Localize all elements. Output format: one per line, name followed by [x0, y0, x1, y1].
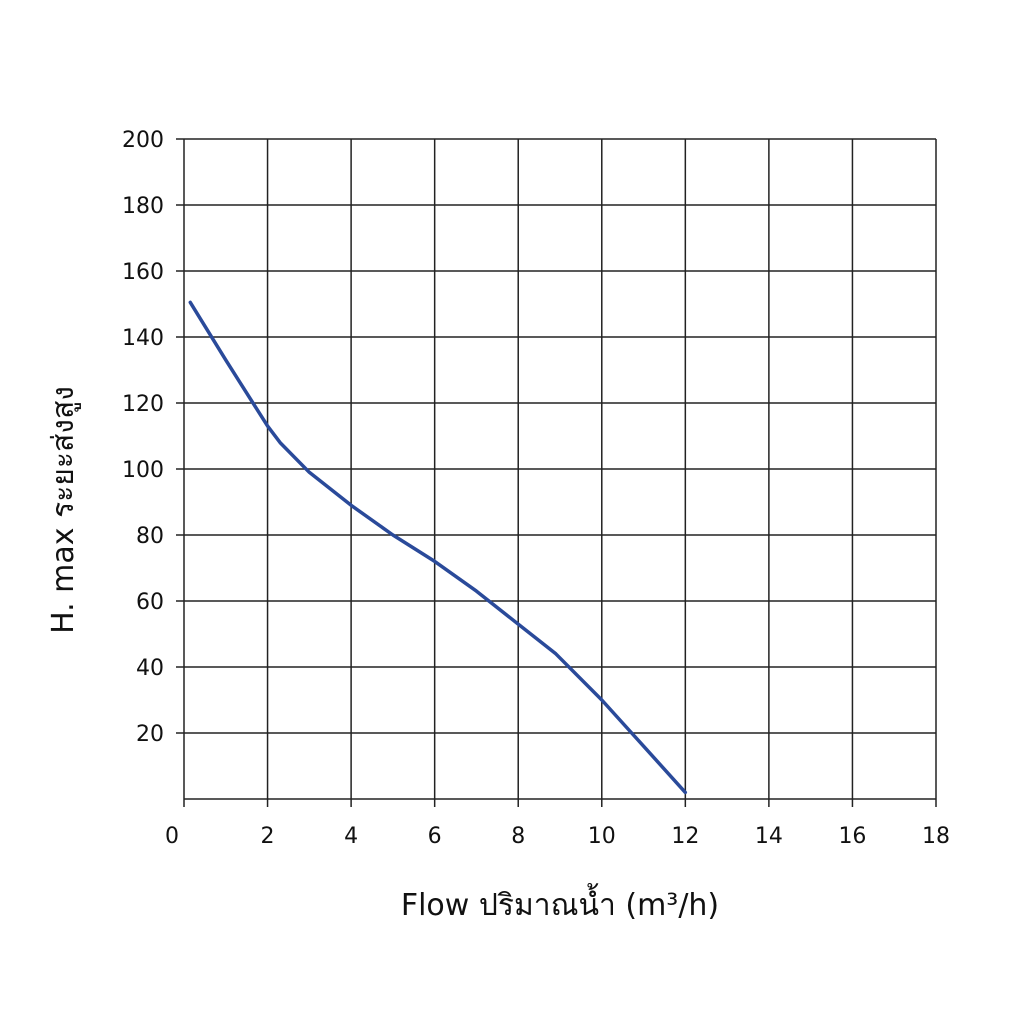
x-tick-label-4: 4: [344, 824, 358, 849]
series-line-0: [188, 300, 688, 795]
y-tick-label-60: 60: [136, 590, 164, 615]
x-tick-label-8: 8: [511, 824, 525, 849]
y-tick-label-120: 120: [122, 392, 164, 417]
x-tick-label-14: 14: [755, 824, 783, 849]
y-tick-labels: 20 40 60 80 100 120 140 160 180 200: [122, 128, 164, 747]
grid-lines: [176, 138, 937, 807]
y-tick-label-40: 40: [136, 656, 164, 681]
y-tick-label-20: 20: [136, 722, 164, 747]
y-axis-title: H. max ระยะส่งสูง: [46, 386, 81, 634]
x-tick-label-6: 6: [428, 824, 442, 849]
x-tick-label-10: 10: [588, 824, 616, 849]
y-tick-label-160: 160: [122, 260, 164, 285]
x-tick-label-16: 16: [838, 824, 866, 849]
y-tick-label-100: 100: [122, 458, 164, 483]
x-tick-label-12: 12: [671, 824, 699, 849]
y-tick-label-180: 180: [122, 194, 164, 219]
y-tick-label-200: 200: [122, 128, 164, 153]
x-tick-labels: 0 2 4 6 8 10 12 14 16 18: [165, 824, 950, 849]
x-tick-label-18: 18: [922, 824, 950, 849]
x-tick-label-0: 0: [165, 824, 179, 849]
x-tick-label-2: 2: [261, 824, 275, 849]
x-axis-title: Flow ปริมาณน้ำ (m³/h): [401, 883, 719, 923]
series-group: [188, 300, 688, 795]
axes: [183, 139, 936, 807]
y-tick-label-80: 80: [136, 524, 164, 549]
y-tick-label-140: 140: [122, 326, 164, 351]
